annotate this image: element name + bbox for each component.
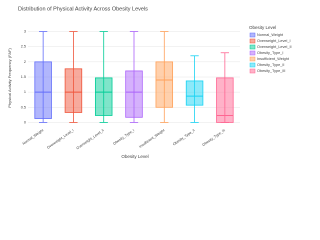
x-tick-label: Obesity_Type_II xyxy=(172,128,196,146)
x-tick-label: Overweight_Level_I xyxy=(46,128,74,149)
x-tick-label: Obesity_Type_III xyxy=(202,128,226,147)
box xyxy=(155,61,174,108)
legend-label: Normal_Weight xyxy=(257,33,284,37)
y-tick-label: 2 xyxy=(24,60,26,64)
y-tick-label: 0 xyxy=(24,120,26,124)
legend-label: Obesity_Type_I xyxy=(257,51,283,55)
box xyxy=(64,68,83,113)
legend-swatch xyxy=(249,68,256,74)
y-axis-title: Physical Activity Frequency (FAF) xyxy=(7,48,12,108)
y-tick-label: 2.5 xyxy=(21,45,26,49)
box xyxy=(34,61,52,119)
legend-label: Overweight_Level_II xyxy=(257,45,292,49)
legend-title: Obesity Level xyxy=(249,25,276,30)
legend-swatch xyxy=(249,50,256,56)
legend-swatch xyxy=(249,44,256,50)
legend-label: Obesity_Type_III xyxy=(257,69,286,73)
y-tick-label: 3 xyxy=(24,30,26,34)
x-tick-label: Obesity_Type_I xyxy=(112,128,135,146)
legend-swatch xyxy=(249,32,256,38)
chart: Distribution of Physical Activity Across… xyxy=(7,6,292,159)
x-axis-title: Obesity Level xyxy=(121,154,148,159)
y-tick-label: 1 xyxy=(24,90,26,94)
legend-label: Obesity_Type_II xyxy=(257,63,284,67)
x-tick-label: Overweight_Level_II xyxy=(76,128,105,150)
y-tick-label: 0.5 xyxy=(21,105,26,109)
box xyxy=(185,80,204,106)
chart-title: Distribution of Physical Activity Across… xyxy=(18,6,148,12)
legend-swatch xyxy=(249,38,256,44)
box xyxy=(94,77,113,116)
box xyxy=(125,70,143,118)
x-tick-label: Insufficient_Weight xyxy=(138,128,165,149)
x-tick-label: Normal_Weight xyxy=(22,128,45,145)
legend-label: Insufficient_Weight xyxy=(257,57,290,61)
legend-swatch xyxy=(249,62,256,68)
y-tick-label: 1.5 xyxy=(21,75,26,79)
box xyxy=(216,77,234,123)
legend-label: Overweight_Level_I xyxy=(257,39,291,43)
legend-swatch xyxy=(249,56,256,62)
